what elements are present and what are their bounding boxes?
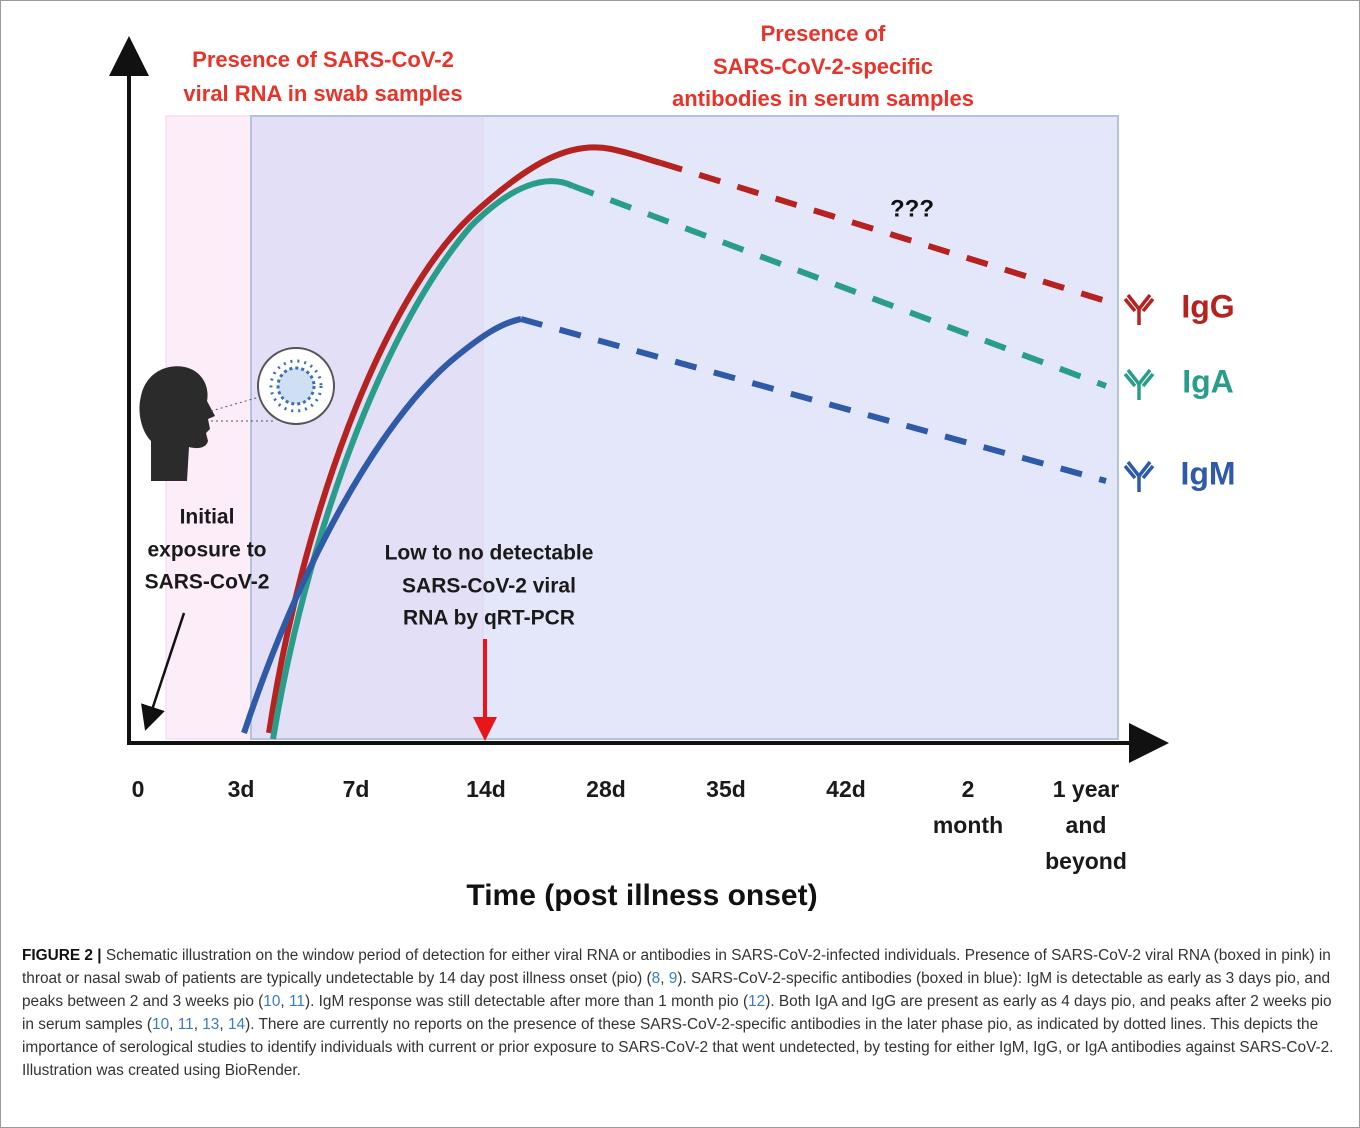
- caption-text: Schematic illustration on the window per…: [22, 947, 1331, 987]
- caption-text: ). IgM response was still detectable aft…: [304, 993, 749, 1010]
- caption-text: ,: [280, 993, 289, 1010]
- exposure-note: Initial: [180, 506, 235, 529]
- heading: antibodies in serum samples: [672, 86, 974, 111]
- x-axis-title: Time (post illness onset): [466, 879, 817, 912]
- x-tick-label: 35d: [706, 776, 746, 802]
- x-tick-label: 28d: [586, 776, 626, 802]
- x-tick-label: and: [1066, 812, 1107, 838]
- x-tick-label: beyond: [1045, 848, 1127, 874]
- reference: 12: [748, 993, 766, 1010]
- x-tick-label: 3d: [228, 776, 255, 802]
- x-tick-label: 1 year: [1053, 776, 1120, 802]
- exposure-note: SARS-CoV-2: [145, 571, 270, 594]
- antibody-label: IgM: [1180, 455, 1235, 491]
- reference: 10: [263, 993, 281, 1010]
- antibody-icon: [1123, 293, 1155, 325]
- caption-text: ,: [169, 1016, 178, 1033]
- igm-dashed: [520, 316, 1107, 484]
- antibody-label: IgG: [1181, 288, 1234, 324]
- virus-icon: [276, 366, 316, 406]
- antibody-window: [250, 115, 1119, 740]
- virus-spikes: [269, 359, 323, 413]
- reference: 11: [177, 1016, 194, 1033]
- detection-note: SARS-CoV-2 viral: [402, 575, 576, 598]
- heading: SARS-CoV-2-specific: [713, 54, 933, 79]
- detection-note: Low to no detectable: [385, 542, 594, 565]
- caption-text: ). There are currently no reports on the…: [22, 1016, 1334, 1079]
- igm-curve: [241, 316, 522, 734]
- heading: Presence of SARS-CoV-2: [192, 47, 454, 72]
- exposure-arrow: [141, 612, 186, 731]
- antibody-label: IgA: [1182, 363, 1234, 399]
- figure: Presence of SARS-CoV-2 viral RNA in swab…: [109, 21, 1236, 912]
- reference: 10: [152, 1016, 170, 1033]
- caption-label: FIGURE 2 |: [22, 947, 102, 964]
- caption-text: ). SARS-CoV-2-specific antibodies (boxed…: [22, 970, 1331, 1010]
- reference: 13: [202, 1016, 220, 1033]
- detection-note: RNA by qRT-PCR: [403, 607, 575, 630]
- caption-text: ,: [219, 1016, 228, 1033]
- x-tick-label: 2: [962, 776, 975, 802]
- x-tick-label: 0: [132, 776, 145, 802]
- iga-curve: [270, 178, 575, 740]
- x-tick-label: month: [933, 812, 1003, 838]
- caption-text: ,: [193, 1016, 203, 1033]
- antibody-icon: [1123, 460, 1155, 492]
- heading: viral RNA in swab samples: [183, 81, 462, 106]
- reference: 8: [651, 970, 661, 987]
- heading: Presence of: [761, 21, 886, 46]
- antibody-icon: [1123, 368, 1155, 400]
- x-tick-label: 42d: [826, 776, 866, 802]
- x-tick-label: 14d: [466, 776, 506, 802]
- caption-text: ,: [660, 970, 669, 987]
- caption: FIGURE 2 | Schematic illustration on the…: [22, 944, 1340, 1082]
- unknown-mark: ???: [890, 195, 934, 222]
- x-tick-label: 7d: [343, 776, 370, 802]
- reference: 11: [288, 993, 305, 1010]
- head-icon: [139, 366, 215, 481]
- reference: 9: [668, 970, 678, 987]
- caption-text: ). Both IgA and IgG are present as early…: [22, 993, 1332, 1033]
- dotted-line: [210, 395, 264, 412]
- reference: 14: [227, 1016, 246, 1033]
- exposure-note: exposure to: [147, 539, 266, 562]
- iga-dashed: [571, 183, 1108, 389]
- igg-curve: [266, 144, 662, 734]
